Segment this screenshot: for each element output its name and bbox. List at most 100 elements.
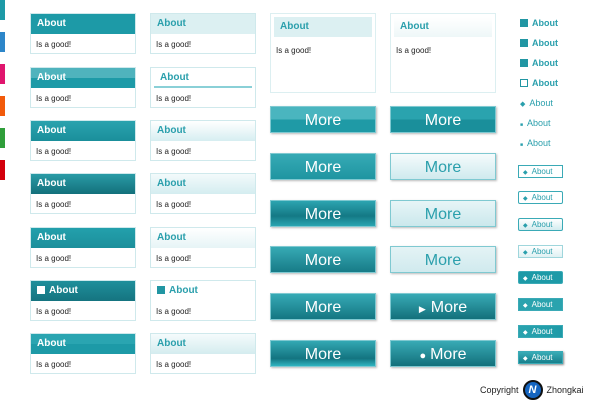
panel-title: About [31, 121, 135, 141]
panel-body: Is a good! [156, 200, 192, 209]
more-button[interactable]: More [270, 200, 376, 227]
about-link[interactable]: About [520, 37, 558, 50]
more-button[interactable]: More [390, 246, 496, 273]
panel-title: About [151, 281, 255, 301]
color-swatch[interactable] [0, 128, 5, 148]
panel-body: Is a good! [36, 147, 72, 156]
panel-body: Is a good! [156, 307, 192, 316]
about-button[interactable]: ◆ About [518, 245, 563, 258]
panel-title-text: About [37, 178, 66, 189]
about-button[interactable]: ◆ About [518, 165, 563, 178]
panel-title: About [151, 121, 255, 141]
panel-title: About [151, 334, 255, 354]
about-link[interactable]: ◆ About [520, 97, 553, 110]
color-swatch[interactable] [0, 32, 5, 52]
bullet-icon: ■ [520, 142, 524, 148]
panel-body: Is a good! [156, 360, 192, 369]
more-button[interactable]: More [390, 153, 496, 180]
panel-title: About [274, 17, 372, 37]
color-swatch[interactable] [0, 64, 5, 84]
more-button[interactable]: More [270, 293, 376, 320]
caret-right-icon: ▶ [418, 304, 426, 314]
about-panel: About Is a good! [150, 67, 256, 108]
zhongkai-logo-icon: N [522, 380, 543, 400]
about-button[interactable]: ◆ About [518, 271, 563, 284]
more-button[interactable]: More [270, 246, 376, 273]
link-label: About [529, 98, 553, 108]
more-label: More [424, 159, 462, 176]
color-swatch[interactable] [0, 96, 5, 116]
bullet-icon: ◆ [523, 330, 528, 336]
about-panel: About Is a good! [30, 227, 136, 268]
about-button[interactable]: ◆ About [518, 218, 563, 231]
panel-title: About [31, 228, 135, 248]
copyright-text: Copyright [480, 385, 519, 395]
about-link[interactable]: About [520, 77, 558, 90]
more-label: More [304, 206, 342, 223]
about-panel: About Is a good! [150, 333, 256, 374]
play-icon [520, 39, 528, 47]
more-button[interactable]: More [390, 200, 496, 227]
bullet-icon: ◆ [523, 196, 528, 202]
more-label: More [430, 346, 467, 363]
bullet-icon: ◆ [523, 223, 528, 229]
panel-title: About [31, 174, 135, 194]
panel-body: Is a good! [36, 307, 72, 316]
panel-body: Is a good! [156, 254, 192, 263]
panel-title-text: About [37, 72, 66, 83]
more-button[interactable]: More [270, 340, 376, 367]
more-label: More [304, 299, 342, 316]
about-panel-large: About Is a good! [270, 13, 376, 93]
panel-title: About [31, 334, 135, 354]
about-panel: About Is a good! [150, 280, 256, 321]
play-icon [520, 79, 528, 87]
about-link[interactable]: About [520, 17, 558, 30]
about-button[interactable]: ◆ About [518, 191, 563, 204]
bullet-icon: ◆ [523, 250, 528, 256]
play-circle-icon: ● [419, 350, 427, 362]
panel-title-text: About [169, 285, 198, 296]
more-label: More [430, 299, 468, 316]
bullet-icon: ◆ [520, 101, 526, 108]
panel-title-text: About [157, 338, 186, 349]
about-panel: About Is a good! [150, 120, 256, 161]
color-swatch[interactable] [0, 160, 5, 180]
panel-body: Is a good! [36, 254, 72, 263]
button-label: About [531, 247, 553, 256]
more-button[interactable]: More [270, 106, 376, 133]
more-button[interactable]: ▶ More [390, 293, 496, 320]
footer: Copyright N Zhongkai [480, 380, 584, 400]
about-button[interactable]: ◆ About [518, 325, 563, 338]
play-icon [157, 286, 165, 294]
about-link[interactable]: ■ About [520, 117, 551, 130]
panel-title-text: About [157, 232, 186, 243]
panel-body: Is a good! [36, 200, 72, 209]
about-link[interactable]: About [520, 57, 558, 70]
panel-body: Is a good! [276, 46, 312, 55]
more-button[interactable]: More [270, 153, 376, 180]
panel-title: About [31, 68, 135, 88]
panel-title-text: About [49, 285, 78, 296]
button-label: About [531, 273, 553, 282]
bullet-icon: ◆ [523, 356, 528, 362]
color-swatch[interactable] [0, 0, 5, 20]
panel-title-text: About [37, 232, 66, 243]
link-label: About [527, 118, 551, 128]
about-button[interactable]: ◆ About [518, 298, 563, 311]
more-button[interactable]: ● More [390, 340, 496, 367]
panel-title-text: About [157, 125, 186, 136]
more-button[interactable]: More [390, 106, 496, 133]
more-label: More [304, 159, 342, 176]
panel-title-text: About [37, 18, 66, 29]
panel-title-text: About [157, 18, 186, 29]
about-link[interactable]: ■ About [520, 137, 551, 150]
panel-title-text: About [37, 125, 66, 136]
panel-title: About [151, 228, 255, 248]
about-button[interactable]: ◆ About [518, 351, 563, 364]
button-label: About [531, 327, 553, 336]
button-label: About [531, 193, 553, 202]
bullet-icon: ■ [520, 122, 524, 128]
play-icon [520, 59, 528, 67]
panel-title: About [31, 14, 135, 34]
play-icon [37, 286, 45, 294]
